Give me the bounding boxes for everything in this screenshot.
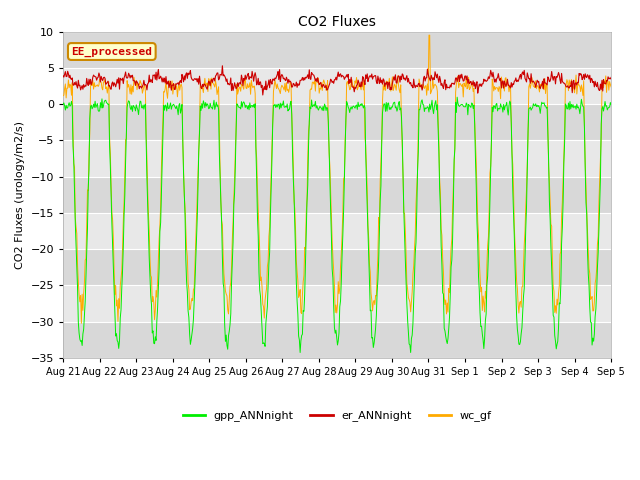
Bar: [63, 140, 611, 177]
Text: EE_processed: EE_processed: [71, 47, 152, 57]
Y-axis label: CO2 Fluxes (urology/m2/s): CO2 Fluxes (urology/m2/s): [15, 121, 25, 269]
Bar: [63, 286, 611, 322]
Legend: gpp_ANNnight, er_ANNnight, wc_gf: gpp_ANNnight, er_ANNnight, wc_gf: [178, 406, 496, 426]
Bar: [63, 249, 611, 286]
Bar: [63, 104, 611, 140]
Bar: [63, 213, 611, 249]
Bar: [63, 177, 611, 213]
Title: CO2 Fluxes: CO2 Fluxes: [298, 15, 376, 29]
Bar: [63, 68, 611, 104]
Bar: [63, 32, 611, 68]
Bar: [63, 322, 611, 358]
